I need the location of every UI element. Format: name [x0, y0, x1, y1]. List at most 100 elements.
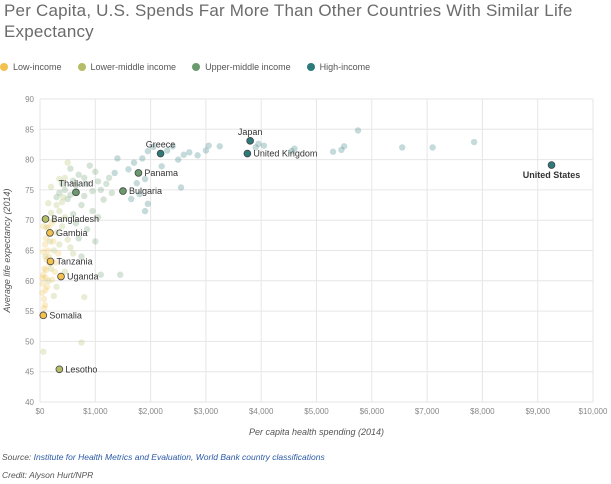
data-point	[61, 186, 69, 194]
data-point	[39, 280, 46, 288]
data-point	[50, 238, 57, 245]
data-point	[61, 213, 69, 221]
data-point	[40, 248, 47, 255]
y-tick-label: 85	[25, 125, 34, 134]
highlight-point	[41, 215, 50, 223]
country-label: Thailand	[59, 178, 94, 188]
source-link-world-bank[interactable]: World Bank country classifications	[195, 452, 325, 462]
x-axis-label: Per capita health spending (2014)	[249, 427, 384, 437]
country-label: Gambia	[56, 228, 88, 238]
source-separator: ,	[191, 452, 194, 462]
data-point	[81, 293, 88, 301]
legend-item-low: Low-income	[0, 60, 62, 74]
y-tick-label: 70	[25, 216, 34, 225]
data-point	[56, 175, 63, 183]
data-point	[61, 268, 69, 275]
country-label: Uganda	[67, 272, 99, 282]
country-label: Panama	[144, 168, 178, 178]
y-tick-label: 50	[25, 337, 34, 346]
country-label: Lesotho	[65, 364, 97, 374]
x-tick-label: $10,000	[579, 407, 608, 416]
data-point	[75, 235, 82, 242]
data-point	[255, 140, 262, 148]
data-point	[288, 147, 295, 155]
data-point	[47, 265, 55, 272]
source-link-ihme[interactable]: Institute for Health Metrics and Evaluat…	[33, 452, 192, 462]
data-point	[130, 159, 138, 166]
data-point	[58, 223, 66, 230]
data-point	[64, 159, 71, 166]
data-point	[53, 201, 60, 209]
data-point	[338, 146, 345, 154]
highlight-point	[55, 365, 64, 374]
data-point	[291, 145, 298, 152]
highlight-point	[547, 161, 556, 169]
data-point	[83, 180, 91, 188]
data-point	[60, 193, 67, 201]
data-point	[42, 274, 49, 281]
data-point	[40, 348, 47, 355]
data-point	[40, 295, 48, 303]
data-point	[125, 166, 132, 173]
source-prefix: Source:	[2, 452, 32, 462]
highlight-point	[72, 188, 80, 197]
data-point	[141, 175, 149, 183]
data-point	[64, 236, 71, 243]
data-point	[144, 200, 152, 208]
data-point	[158, 163, 165, 170]
legend-swatch-upper-middle	[192, 63, 201, 71]
x-tick-label: $1,000	[83, 407, 108, 416]
data-point	[114, 155, 121, 162]
credit-line: Credit: Alyson Hurt/NPR	[2, 470, 94, 480]
country-label: United Kingdom	[253, 149, 317, 159]
data-point	[56, 241, 63, 248]
data-point	[260, 142, 268, 149]
legend-swatch-lower-middle	[77, 63, 86, 71]
country-label: Bulgaria	[129, 186, 162, 196]
data-point	[94, 213, 102, 221]
data-point	[64, 195, 71, 203]
data-point	[133, 180, 140, 187]
highlight-point	[156, 149, 165, 158]
x-tick-label: $7,000	[415, 407, 440, 416]
data-point	[67, 165, 74, 172]
data-point	[53, 193, 60, 201]
y-tick-label: 90	[25, 95, 34, 104]
country-label: Tanzania	[57, 256, 93, 266]
data-point	[86, 162, 93, 169]
country-label: Japan	[238, 127, 263, 137]
data-point	[108, 189, 116, 197]
x-tick-label: $4,000	[249, 407, 274, 416]
data-point	[399, 144, 406, 151]
data-point	[150, 143, 157, 151]
data-point	[470, 138, 478, 146]
data-point	[89, 207, 96, 215]
data-point	[97, 186, 105, 194]
x-tick-label: $2,000	[138, 407, 163, 416]
data-point	[186, 149, 193, 156]
data-point	[50, 292, 58, 300]
data-point	[61, 174, 69, 181]
data-point	[48, 220, 55, 227]
x-tick-label: $5,000	[304, 407, 329, 416]
data-point	[46, 238, 54, 245]
data-point	[45, 224, 52, 231]
data-point	[42, 253, 49, 260]
country-label: Somalia	[49, 310, 82, 320]
chart-title: Per Capita, U.S. Spends Far More Than Ot…	[4, 1, 573, 41]
data-point	[205, 142, 212, 149]
data-point	[44, 247, 51, 254]
highlight-point	[46, 229, 54, 237]
data-point	[89, 187, 96, 195]
x-tick-label: $3,000	[194, 407, 219, 416]
data-point	[51, 268, 59, 275]
y-tick-label: 45	[25, 368, 34, 377]
data-point	[177, 184, 185, 191]
legend-label-high: High-income	[319, 62, 371, 72]
data-point	[111, 169, 118, 177]
data-point	[202, 147, 210, 154]
data-point	[69, 210, 77, 218]
x-tick-label: $8,000	[470, 407, 495, 416]
data-point	[53, 229, 60, 236]
data-point	[103, 180, 110, 188]
